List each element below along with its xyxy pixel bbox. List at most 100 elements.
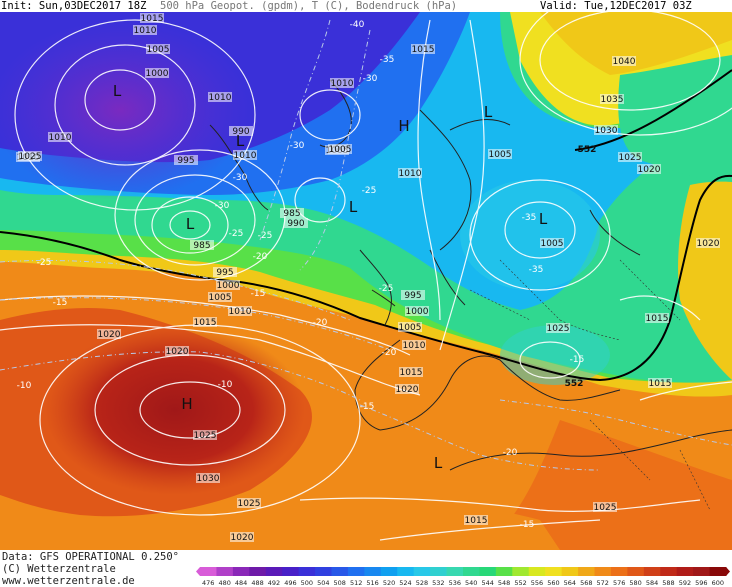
pressure-label: 1020 <box>98 330 121 340</box>
pressure-label-bg <box>133 25 157 35</box>
pressure-label-bg <box>208 92 232 102</box>
temperature-label: -35 <box>529 265 544 275</box>
colorbar-tick: 536 <box>449 579 461 587</box>
pressure-label-bg <box>140 13 164 23</box>
colorbar-swatch <box>578 567 595 576</box>
pressure-label: 1015 <box>646 314 669 324</box>
colorbar-tick: 596 <box>695 579 707 587</box>
colorbar-tick: 488 <box>251 579 263 587</box>
temperature-label: -25 <box>37 258 52 268</box>
colorbar-swatch <box>610 567 628 576</box>
temperature-label: -20 <box>253 252 268 262</box>
pressure-label: 1005 <box>209 293 232 303</box>
colorbar-swatch <box>265 567 283 576</box>
pressure-label-bg <box>165 346 189 356</box>
pressure-label: 1005 <box>489 150 512 160</box>
colorbar-swatch <box>364 567 382 576</box>
pressure-label: 1000 <box>146 69 169 79</box>
colorbar-tick: 544 <box>481 579 493 587</box>
temperature-label: -15 <box>53 298 68 308</box>
geopotential-fill <box>0 12 732 550</box>
colorbar-tick: 584 <box>646 579 658 587</box>
pressure-label-bg <box>145 68 169 78</box>
init-time: Init: Sun,03DEC2017 18Z <box>1 0 147 12</box>
colorbar-tick: 516 <box>366 579 378 587</box>
geopotential-labels: 552 552 <box>565 145 597 389</box>
pressure-label-bg <box>398 168 422 178</box>
low-pressure-center: L <box>113 82 122 100</box>
pressure-label-bg <box>540 238 564 248</box>
pressure-label: 1010 <box>229 307 252 317</box>
temperature-label: -30 <box>363 74 378 84</box>
pressure-label-bg <box>193 317 217 327</box>
colorbar-swatch <box>430 567 448 576</box>
pressure-center-labels: L L H L L L H L L <box>113 82 548 472</box>
pressure-label-bg <box>230 532 254 542</box>
pressure-label: 985 <box>193 241 210 251</box>
colorbar-tick: 588 <box>662 579 674 587</box>
colorbar-tick: 484 <box>235 579 247 587</box>
pressure-label: 1020 <box>231 533 254 543</box>
temperature-label: -35 <box>522 213 537 223</box>
pressure-label-bg <box>213 267 237 277</box>
pressure-label-bg <box>405 306 429 316</box>
pressure-label: 1000 <box>406 307 429 317</box>
pressure-label-bg <box>546 323 570 333</box>
pressure-label-bg <box>193 430 217 440</box>
colorbar-swatch <box>643 567 661 576</box>
pressure-label: 1005 <box>329 145 352 155</box>
pressure-label-bg <box>395 384 419 394</box>
pressure-label-bg <box>190 240 214 250</box>
colorbar-tick: 492 <box>268 579 280 587</box>
pressure-label-bg <box>196 473 220 483</box>
temperature-labels: -40-35-30-30-30-30-25-25 -25-20-20-15-15-… <box>17 20 585 530</box>
pressure-labels: 1015101010051000101010109959909859909859… <box>16 13 720 543</box>
pressure-label: 990 <box>232 127 249 137</box>
colorbar-swatch <box>693 567 711 576</box>
pressure-label-bg <box>464 515 488 525</box>
low-pressure-center: L <box>539 210 548 228</box>
map-header: Init: Sun,03DEC2017 18Z 500 hPa Geopot. … <box>0 0 732 12</box>
pressure-label: 1030 <box>197 474 220 484</box>
temperature-label: -10 <box>17 381 32 391</box>
colorbar-tick: 600 <box>712 579 724 587</box>
pressure-label: 1015 <box>141 14 164 24</box>
colorbar-swatch <box>232 567 250 576</box>
colorbar-max-arrow <box>726 567 730 576</box>
colorbar-swatch <box>495 567 513 576</box>
colorbar-tick: 576 <box>613 579 625 587</box>
pressure-label-bg <box>97 329 121 339</box>
colorbar-tick: 528 <box>416 579 428 587</box>
temperature-label: -15 <box>570 355 585 365</box>
geopotential-label: 552 <box>565 379 584 389</box>
colorbar-tick: 572 <box>597 579 609 587</box>
pressure-label: 1025 <box>19 152 42 162</box>
pressure-label-bg <box>229 126 253 136</box>
colorbar-swatch <box>282 567 300 576</box>
pressure-label-bg <box>280 208 304 218</box>
temperature-label: -25 <box>229 229 244 239</box>
low-pressure-center: L <box>349 198 358 216</box>
colorbar-swatch <box>331 567 349 576</box>
pressure-label-bg <box>600 94 624 104</box>
copyright: (C) Wetterzentrale <box>2 563 116 575</box>
pressure-label-bg <box>411 44 435 54</box>
pressure-label: 1025 <box>547 324 570 334</box>
low-pressure-center: L <box>186 215 195 233</box>
pressure-label: 1010 <box>49 133 72 143</box>
pressure-label: 1005 <box>399 323 422 333</box>
colorbar-min-arrow <box>196 567 200 576</box>
colorbar-swatch <box>627 567 645 576</box>
high-pressure-center: H <box>398 117 409 135</box>
low-pressure-center: L <box>236 132 245 150</box>
temperature-label: -15 <box>520 520 535 530</box>
pressure-label: 1015 <box>194 318 217 328</box>
pressure-label-bg <box>398 322 422 332</box>
colorbar-tick: 524 <box>399 579 411 587</box>
colorbar-swatch <box>446 567 464 576</box>
colorbar-tick: 560 <box>547 579 559 587</box>
colorbar-swatch <box>347 567 365 576</box>
colorbar-tick: 504 <box>317 579 329 587</box>
pressure-label-bg <box>48 132 72 142</box>
colorbar-legend <box>196 567 730 576</box>
